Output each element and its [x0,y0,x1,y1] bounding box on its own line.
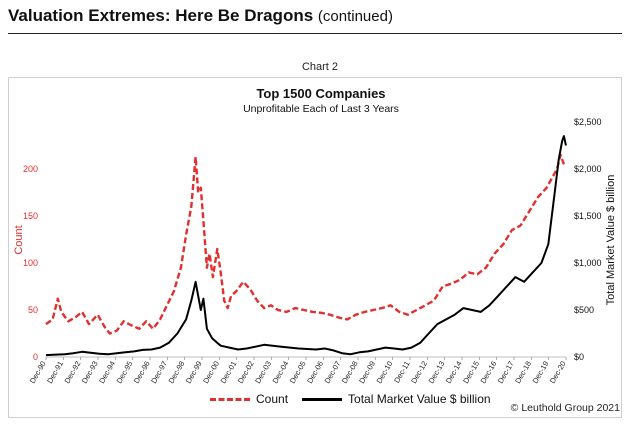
right-axis-label: Total Market Value $ billion [605,175,617,306]
legend-item-value: Total Market Value $ billion [302,392,491,406]
page-title-suffix: (continued) [317,8,393,25]
x-tick-label: Dec-10 [375,360,395,385]
x-tick-label: Dec-20 [548,360,568,385]
series-line-count [45,153,566,335]
left-tick-label: 150 [23,211,38,221]
copyright-notice: © Leuthold Group 2021 [510,402,620,414]
legend-swatch-count [210,397,250,401]
series-line-market-value [45,135,567,357]
chart-caption: Chart 2 [301,61,339,73]
chart-frame [8,77,622,418]
right-tick-label: $0 [574,352,584,362]
chart-subtitle: Unprofitable Each of Last 3 Years [243,103,399,115]
left-tick-label: 100 [23,258,38,268]
legend-label-value: Total Market Value $ billion [348,392,491,406]
page-title-text: Valuation Extremes: Here Be Dragons [8,6,314,25]
legend-item-count: Count [210,392,288,406]
left-tick-label: 50 [28,305,38,315]
header-divider [8,33,622,34]
right-tick-label: $2,000 [574,164,602,174]
right-tick-label: $2,500 [574,117,602,127]
left-tick-label: 0 [33,352,38,362]
chart-title: Top 1500 Companies [256,86,385,101]
page-title: Valuation Extremes: Here Be Dragons (con… [8,6,393,26]
right-tick-label: $1,500 [574,211,602,221]
legend-label-count: Count [256,392,289,406]
chart-legend: Count Total Market Value $ billion [210,392,505,406]
legend-swatch-value [302,397,343,401]
left-tick-label: 200 [23,164,38,174]
right-tick-label: $500 [574,305,594,315]
left-axis-label: Count [13,225,25,254]
right-tick-label: $1,000 [574,258,602,268]
